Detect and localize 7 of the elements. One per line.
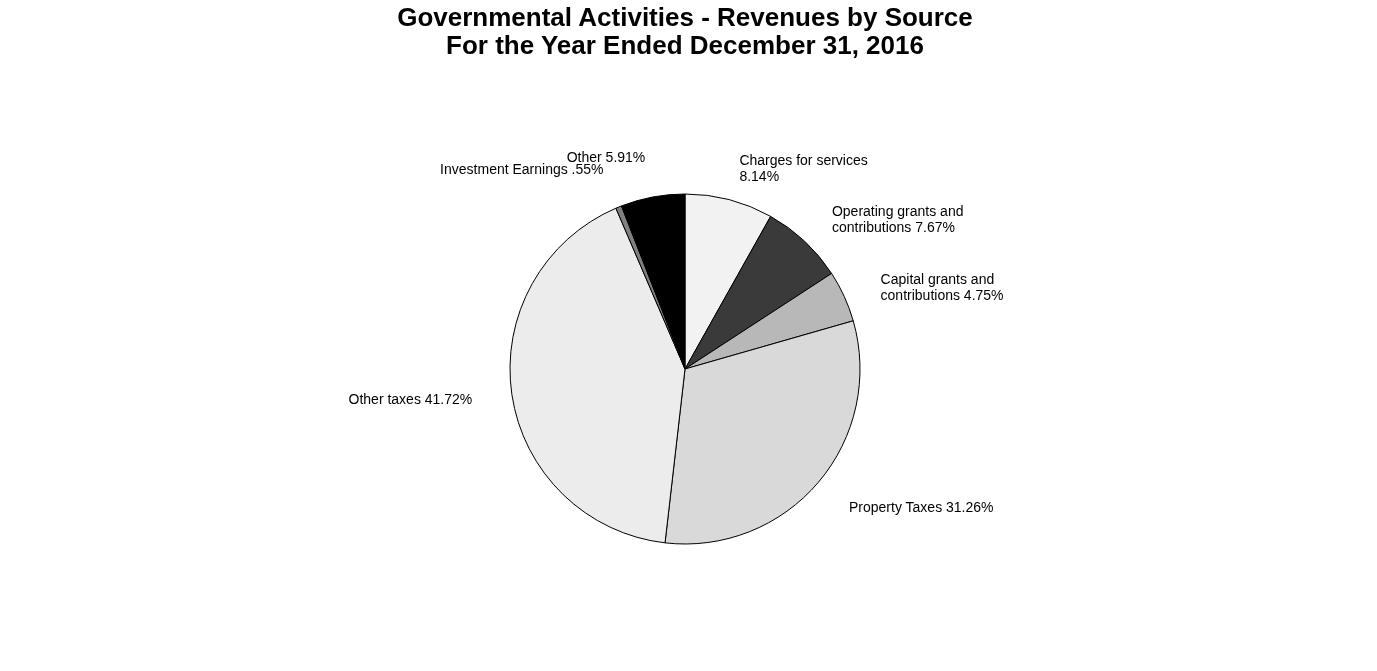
slice-label: Capital grants and contributions 4.75% [880, 270, 1004, 303]
slice-label: Charges for services [739, 151, 868, 168]
data-label: 8.14% [739, 167, 780, 184]
slice-label: Other taxes 41.72% [348, 391, 473, 408]
slice-label: Property Taxes 31.26% [849, 499, 994, 516]
slice-label: Operating grants and contributions 7.67% [831, 203, 964, 236]
chart-title: Governmental Activities - Revenues by Source For the Year Ended December 31, 2016 [397, 2, 973, 60]
